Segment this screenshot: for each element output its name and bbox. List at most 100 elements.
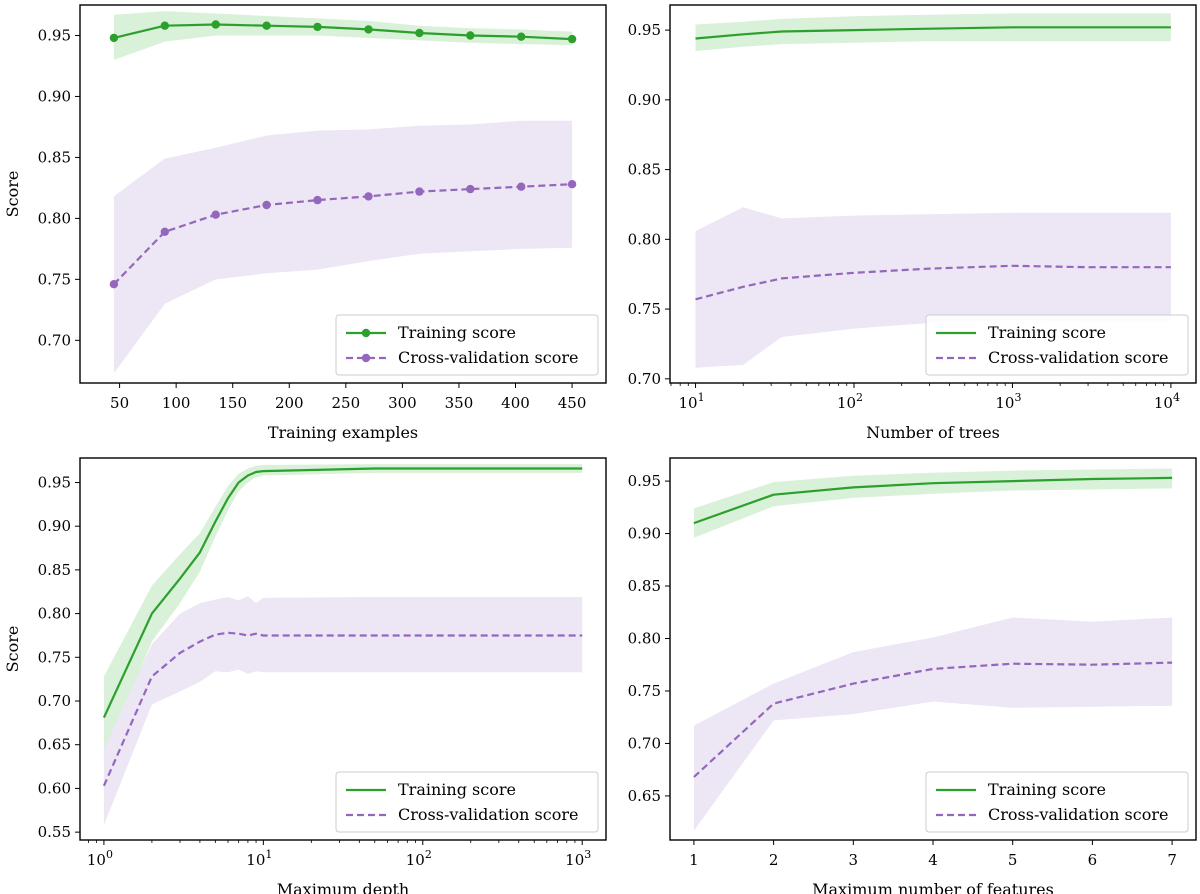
y-tick-label: 0.85 <box>628 161 661 179</box>
panel-maximum-depth: 100 101 102 103 0.55 0.60 0.65 0.70 0.75 0.80 0.85… <box>3 457 607 894</box>
training-score-line <box>113 23 573 41</box>
x-tick-label: 3 <box>849 851 859 869</box>
y-tick-label: 0.60 <box>38 779 71 797</box>
legend-marker-cross-validation <box>361 353 371 363</box>
x-tick-label: 300 <box>388 394 417 412</box>
x-axis-label: Number of trees <box>866 423 1000 442</box>
cross-validation-score-line <box>693 661 1173 778</box>
x-tick-label: 350 <box>445 394 474 412</box>
y-tick-label: 0.75 <box>38 648 71 666</box>
cross-validation-score-point <box>109 280 119 289</box>
y-tick-label: 0.90 <box>38 87 71 105</box>
cross-validation-score-point <box>211 210 220 219</box>
x-tick-label: 2 <box>769 851 779 869</box>
axes-frame <box>79 457 607 841</box>
legend-box <box>335 771 599 833</box>
x-tick-label: 7 <box>1167 851 1177 869</box>
legend: Training score Cross-validation score <box>335 771 599 833</box>
x-tick-label: 1 <box>689 851 699 869</box>
legend: Training score Cross-validation score <box>335 314 599 376</box>
training-score-point <box>211 20 220 29</box>
y-tick-label: 0.75 <box>628 682 661 700</box>
cross-validation-score-band <box>113 120 573 374</box>
x-tick-label: 100 <box>87 848 113 869</box>
training-score-line <box>695 26 1171 40</box>
training-score-point <box>262 21 271 30</box>
y-tick-label: 0.70 <box>38 692 71 710</box>
axes-frame <box>79 4 607 384</box>
legend-label-cross-validation: Cross-validation score <box>398 805 578 824</box>
x-tick-label: 103 <box>995 391 1021 412</box>
legend-label-training: Training score <box>398 780 516 799</box>
cross-validation-score-line <box>102 631 583 787</box>
y-tick-label: 0.70 <box>628 370 661 388</box>
cross-validation-score-point <box>466 184 475 194</box>
x-tick-label: 103 <box>565 848 591 869</box>
x-axis-label: Maximum number of features <box>812 880 1054 894</box>
cross-validation-score-point <box>313 195 322 205</box>
cross-validation-score-point <box>415 187 424 196</box>
y-tick-label: 0.70 <box>628 734 661 752</box>
y-tick-label: 0.85 <box>38 148 71 166</box>
x-tick-label: 101 <box>678 391 704 412</box>
x-tick-label: 250 <box>332 394 361 412</box>
x-tick-label: 102 <box>837 391 863 412</box>
legend-label-training: Training score <box>988 323 1106 342</box>
training-score-band <box>113 11 573 60</box>
training-score-point <box>313 22 322 32</box>
y-tick-label: 0.95 <box>38 26 71 44</box>
legend-label-cross-validation: Cross-validation score <box>988 348 1168 367</box>
training-score-point <box>160 21 169 30</box>
training-score-point <box>567 34 577 44</box>
y-tick-label: 0.65 <box>38 736 71 754</box>
y-tick-label: 0.75 <box>38 270 71 288</box>
training-score-line <box>693 476 1173 525</box>
x-tick-label: 104 <box>1154 391 1180 412</box>
legend-marker-training <box>361 328 371 338</box>
cross-validation-score-band <box>695 207 1171 368</box>
legend-label-training: Training score <box>988 780 1106 799</box>
training-score-band <box>693 468 1173 538</box>
x-tick-label: 50 <box>110 394 129 412</box>
y-tick-label: 0.85 <box>38 561 71 579</box>
cross-validation-score-point <box>262 200 271 210</box>
training-score-point <box>109 33 119 43</box>
y-tick-label: 0.95 <box>628 472 661 490</box>
x-tick-label: 400 <box>501 394 530 412</box>
legend-label-training: Training score <box>398 323 516 342</box>
x-tick-label: 102 <box>406 848 432 869</box>
y-tick-label: 0.80 <box>38 605 71 623</box>
x-tick-label: 100 <box>162 394 191 412</box>
cross-validation-score-point <box>364 192 373 201</box>
y-axis-label: Score <box>3 626 22 673</box>
training-score-line <box>102 467 583 719</box>
y-tick-label: 0.95 <box>628 21 661 39</box>
legend-box <box>925 771 1189 833</box>
cross-validation-score-point <box>567 180 577 189</box>
panel-training-examples: 50 100 150 200 250 300 350 400 450 0.70 0.75 0.80 0.… <box>3 4 607 442</box>
legend-label-cross-validation: Cross-validation score <box>398 348 578 367</box>
y-tick-label: 0.80 <box>628 230 661 248</box>
cross-validation-score-line <box>113 183 573 285</box>
cross-validation-score-band <box>693 617 1173 831</box>
legend: Training score Cross-validation score <box>925 314 1189 376</box>
training-score-band <box>695 13 1171 51</box>
legend-box <box>925 314 1189 376</box>
legend-box <box>335 314 599 376</box>
x-tick-label: 4 <box>928 851 938 869</box>
training-score-point <box>364 25 373 34</box>
y-tick-label: 0.75 <box>628 300 661 318</box>
training-score-point <box>517 32 526 41</box>
y-tick-label: 0.90 <box>628 525 661 543</box>
y-tick-label: 0.90 <box>38 517 71 535</box>
legend-label-cross-validation: Cross-validation score <box>988 805 1168 824</box>
x-axis-label: Training examples <box>268 423 418 442</box>
x-tick-label: 200 <box>275 394 304 412</box>
cross-validation-score-point <box>517 182 526 191</box>
y-tick-label: 0.95 <box>38 473 71 491</box>
y-tick-label: 0.90 <box>628 91 661 109</box>
panel-maximum-number-of-features: 1 2 3 4 5 6 7 0.65 0.70 0.75 0.80 0.85 0.90 0.95 Maxi… <box>628 457 1197 894</box>
x-tick-label: 150 <box>218 394 247 412</box>
y-axis-label: Score <box>3 171 22 218</box>
